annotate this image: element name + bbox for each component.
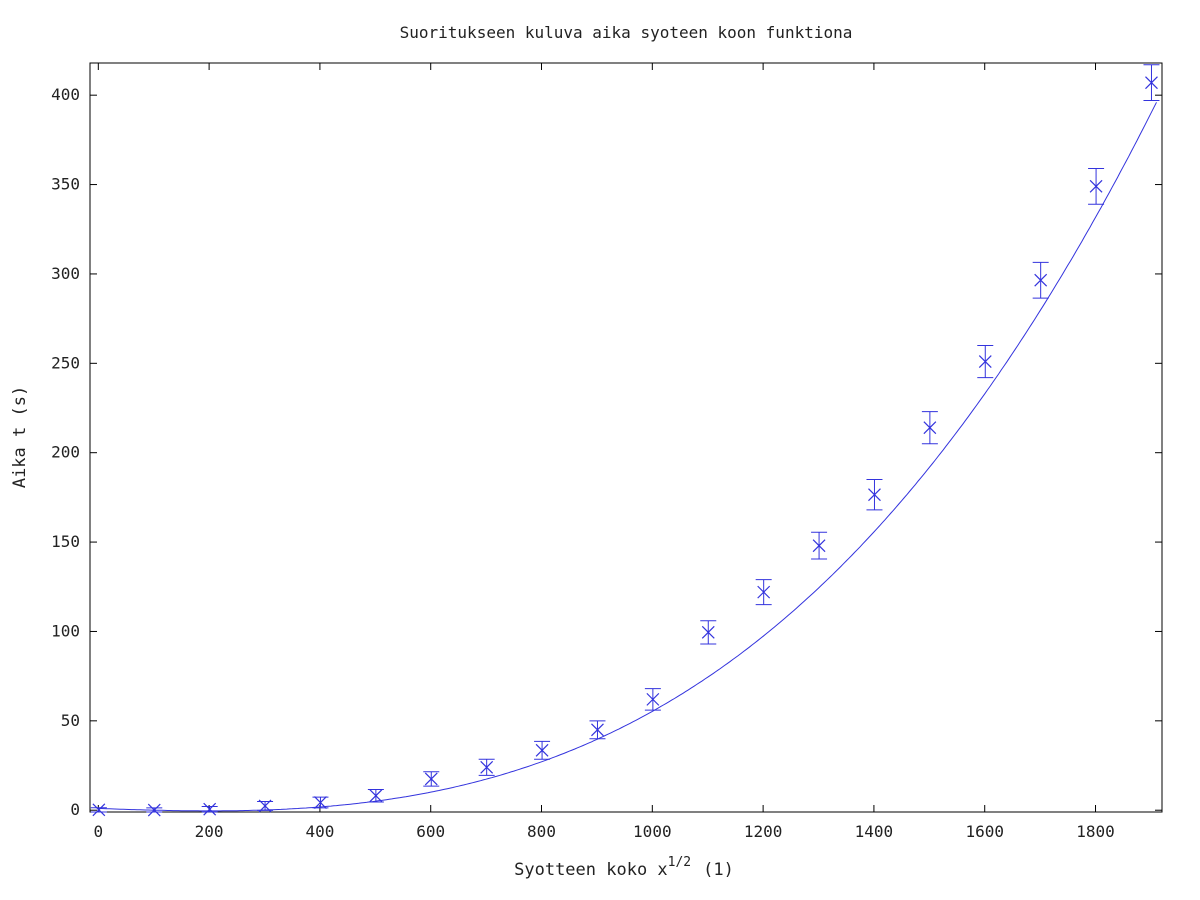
x-tick-label: 600 — [416, 822, 445, 841]
data-point — [90, 803, 107, 817]
x-axis-label-main: Syotteen koko x — [514, 860, 668, 880]
data-point — [367, 788, 384, 803]
data-point — [201, 802, 218, 816]
x-marker-stroke — [203, 802, 217, 816]
x-marker-stroke — [868, 488, 881, 502]
data-point — [811, 531, 828, 560]
y-tick-label: 0 — [70, 800, 80, 819]
data-point — [700, 620, 717, 645]
x-tick-label: 200 — [195, 822, 224, 841]
data-point — [257, 799, 274, 813]
data-point — [1088, 167, 1105, 205]
y-tick-label: 50 — [61, 711, 80, 730]
x-marker-stroke — [92, 803, 106, 817]
x-axis-label-exponent: 1/2 — [668, 855, 691, 870]
x-marker-stroke — [646, 692, 660, 706]
y-axis-label: Aika t (s) — [10, 386, 30, 488]
data-point — [1032, 261, 1049, 299]
y-tick-label: 250 — [51, 353, 80, 372]
x-marker-stroke — [535, 743, 549, 757]
plot-frame — [89, 62, 1163, 813]
data-point — [977, 344, 994, 379]
data-point — [644, 688, 661, 711]
x-marker-stroke — [258, 799, 272, 813]
x-marker-stroke — [369, 789, 383, 803]
x-marker-stroke — [480, 760, 494, 774]
data-point — [1143, 64, 1160, 102]
x-marker-stroke — [923, 421, 937, 435]
data-point — [921, 411, 938, 445]
x-axis-label-unit: (1) — [703, 860, 734, 880]
data-point — [478, 758, 495, 776]
x-tick-label: 1000 — [633, 822, 672, 841]
chart-title: Suoritukseen kuluva aika syoteen koon fu… — [400, 23, 853, 42]
data-point — [146, 803, 163, 817]
y-axis: 0 50 100 150 200 250 300 350 400 — [51, 85, 1162, 819]
x-tick-label: 1600 — [965, 822, 1004, 841]
x-marker-stroke — [424, 772, 438, 786]
data-point — [755, 579, 772, 606]
x-marker-stroke — [1089, 179, 1103, 193]
data-point — [866, 479, 883, 511]
x-marker-stroke — [812, 539, 826, 553]
x-marker-stroke — [1034, 273, 1048, 287]
x-axis: 0 200 400 600 800 1000 1200 1400 1600 1800 — [93, 63, 1115, 841]
x-marker-stroke — [978, 355, 992, 368]
x-marker-stroke — [1145, 76, 1158, 90]
fit-curve — [98, 102, 1157, 812]
data-point — [312, 796, 329, 809]
y-tick-label: 350 — [51, 175, 80, 194]
x-marker-stroke — [314, 796, 327, 809]
x-tick-label: 0 — [93, 822, 103, 841]
x-marker-stroke — [591, 723, 604, 737]
y-tick-label: 400 — [51, 85, 80, 104]
y-tick-label: 150 — [51, 532, 80, 551]
x-marker-stroke — [757, 585, 771, 599]
x-tick-label: 1400 — [855, 822, 894, 841]
x-tick-label: 1200 — [744, 822, 783, 841]
x-marker-stroke — [701, 625, 715, 639]
y-tick-label: 100 — [51, 621, 80, 640]
y-tick-label: 300 — [51, 264, 80, 283]
x-tick-label: 800 — [527, 822, 556, 841]
data-point — [534, 740, 551, 760]
data-series — [90, 64, 1160, 817]
y-tick-label: 200 — [51, 443, 80, 462]
x-marker-stroke — [147, 803, 161, 817]
x-tick-label: 1800 — [1076, 822, 1115, 841]
data-point — [589, 720, 606, 740]
data-point — [423, 771, 440, 787]
x-axis-label: Syotteen koko x1/2 (1) — [514, 855, 734, 880]
x-tick-label: 400 — [305, 822, 334, 841]
